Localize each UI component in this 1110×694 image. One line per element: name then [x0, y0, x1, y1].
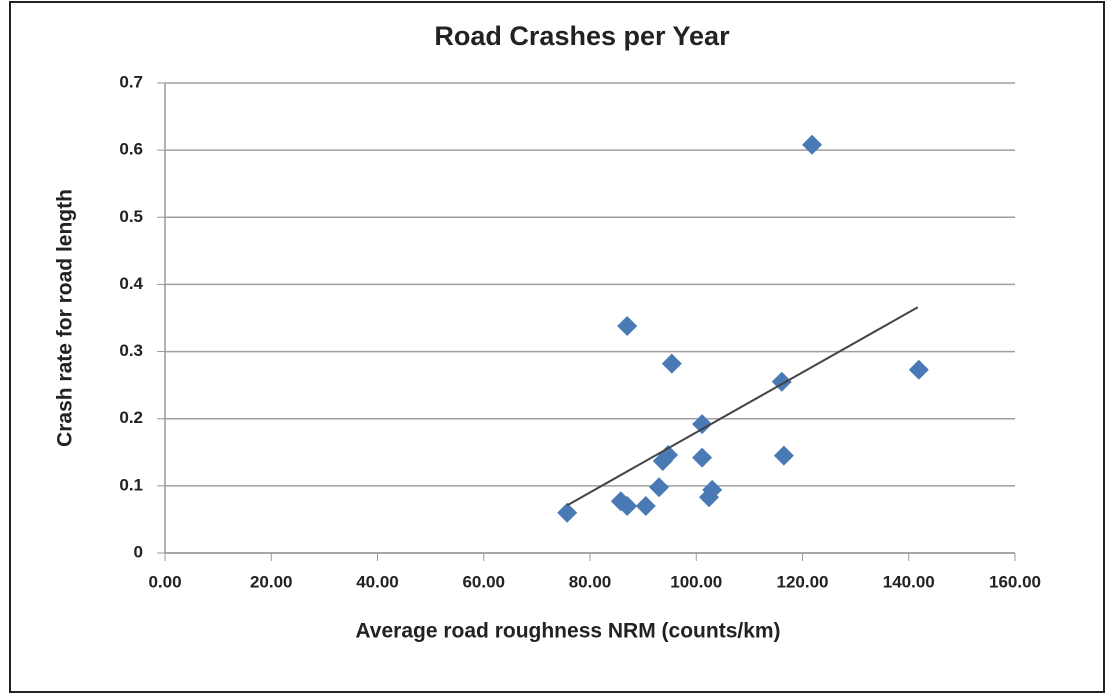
x-axis-label: Average road roughness NRM (counts/km) [355, 620, 780, 643]
y-tick-label: 0 [134, 542, 143, 561]
y-tick-label: 0.6 [119, 140, 143, 159]
y-tick-label: 0.3 [119, 341, 143, 360]
frame [9, 1, 1105, 693]
x-tick-label: 80.00 [569, 572, 612, 591]
marker [557, 502, 578, 523]
marker [692, 447, 713, 468]
marker [658, 444, 679, 465]
x-tick-label: 40.00 [356, 572, 399, 591]
x-tick-label: 120.00 [777, 572, 829, 591]
x-tick-label: 60.00 [462, 572, 505, 591]
x-tick-label: 0.00 [148, 572, 181, 591]
y-axis-label: Crash rate for road length [54, 189, 77, 447]
x-tick-label: 160.00 [989, 572, 1041, 591]
y-tick-label: 0.7 [119, 72, 143, 91]
x-tick-label: 100.00 [670, 572, 722, 591]
y-tick-label: 0.1 [119, 475, 143, 494]
marker [661, 353, 682, 374]
y-tick-label: 0.2 [119, 408, 143, 427]
trendline [566, 306, 919, 507]
marker [617, 316, 638, 337]
x-tick-label: 20.00 [250, 572, 293, 591]
chart-title: Road Crashes per Year [434, 21, 730, 51]
y-tick-label: 0.4 [119, 274, 143, 293]
marker [692, 414, 713, 435]
marker [617, 496, 638, 516]
marker [773, 445, 794, 466]
marker [702, 479, 723, 500]
y-tick-label: 0.5 [119, 207, 143, 226]
marker [908, 359, 929, 380]
marker [649, 477, 670, 498]
x-tick-label: 140.00 [883, 572, 935, 591]
marker [635, 496, 656, 516]
marker [802, 134, 823, 155]
